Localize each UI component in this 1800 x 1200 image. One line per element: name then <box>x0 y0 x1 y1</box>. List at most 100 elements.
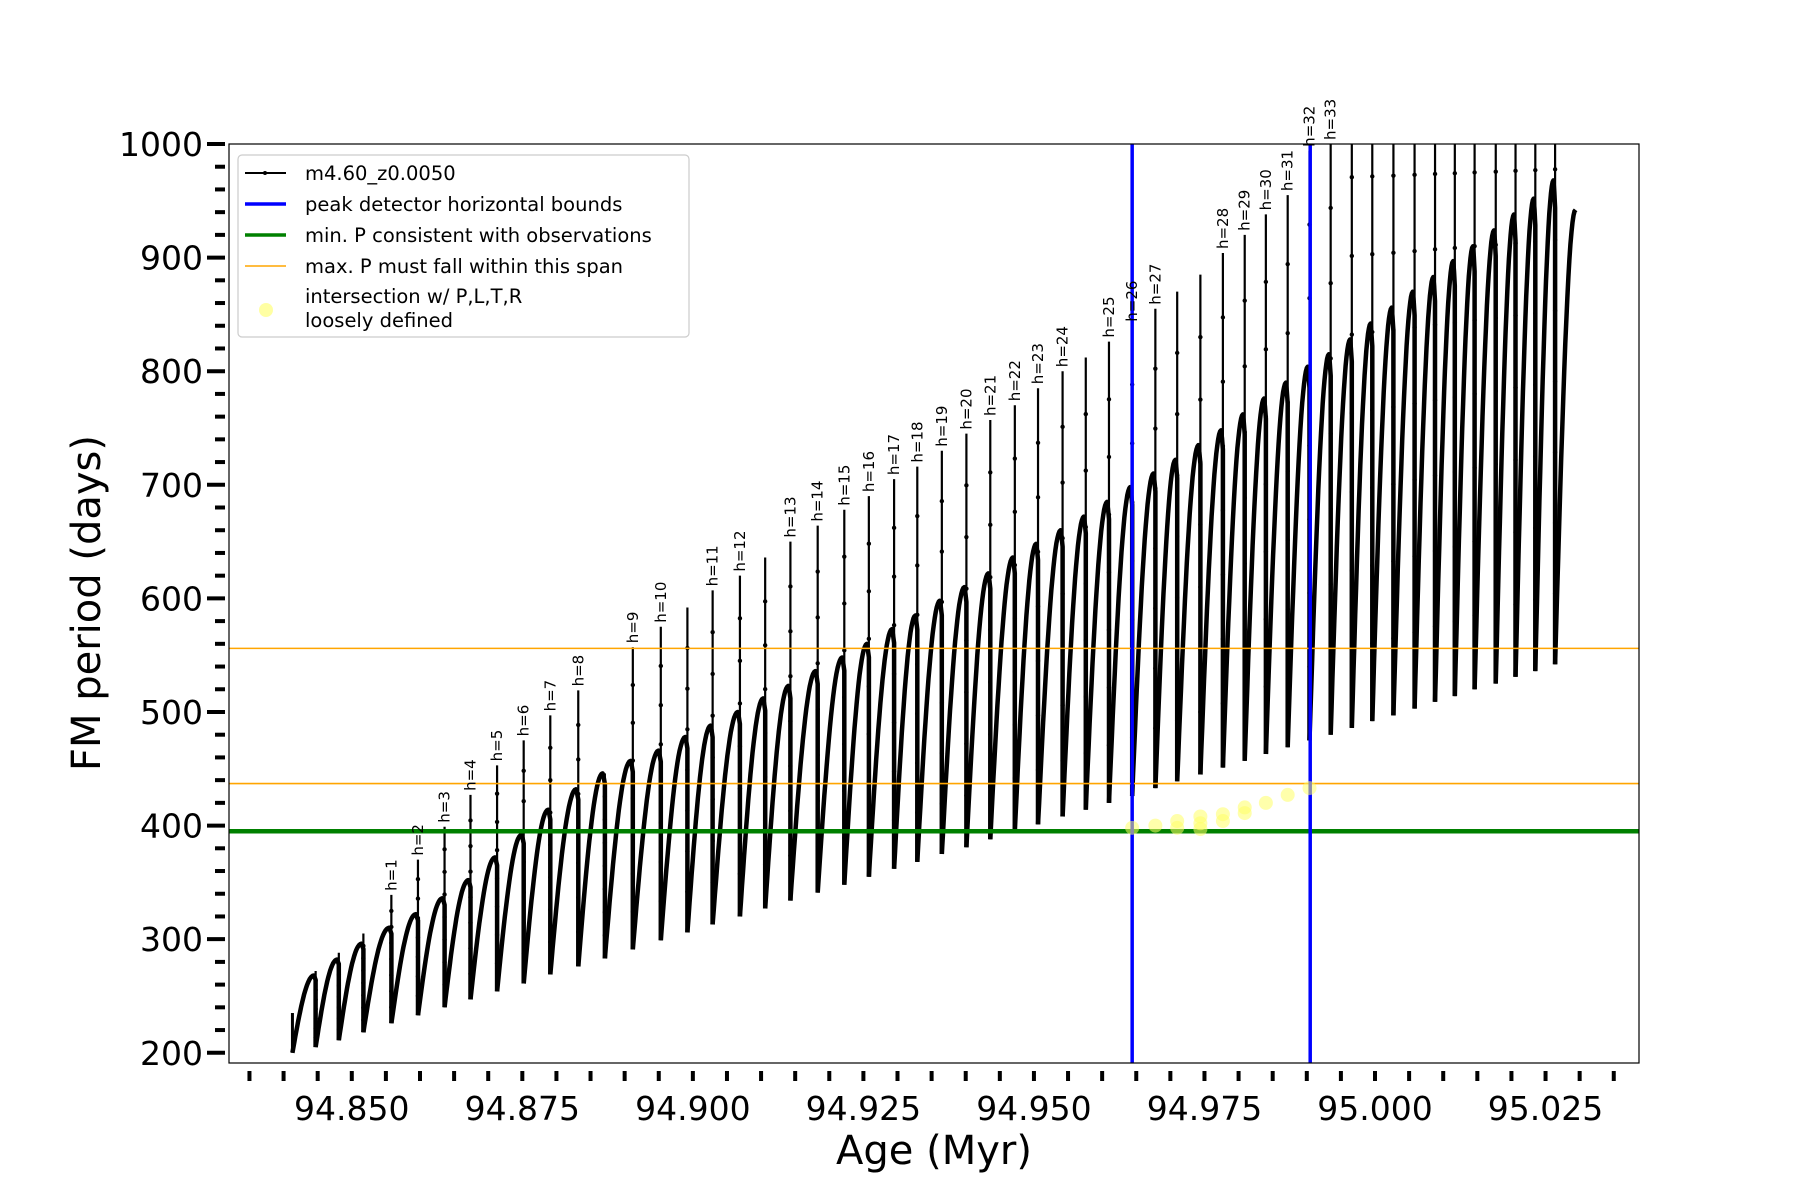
spike-marker <box>521 768 526 773</box>
spike-marker <box>891 671 897 677</box>
cycle-loop <box>576 771 608 967</box>
spike-marker <box>915 711 920 716</box>
spike-marker <box>442 959 447 965</box>
spike-marker <box>415 954 421 960</box>
spike-marker <box>1472 244 1477 249</box>
spike-marker <box>1035 549 1041 555</box>
spike-marker <box>1472 170 1477 175</box>
spike-marker <box>737 658 743 664</box>
spike-marker <box>494 904 500 909</box>
spike-marker <box>1035 495 1041 500</box>
spike-marker <box>1513 457 1518 463</box>
x-tick-label: 94.900 <box>635 1089 750 1128</box>
spike-marker <box>1370 174 1375 179</box>
spike-marker <box>1349 411 1355 416</box>
spike-marker <box>1391 558 1396 564</box>
cycle-loop <box>442 877 473 1008</box>
spike-marker <box>842 788 847 794</box>
spike-marker <box>1198 459 1203 465</box>
spike-marker <box>576 791 581 797</box>
spike-marker <box>361 980 366 986</box>
spike-marker <box>988 522 993 528</box>
harmonic-label: h=5 <box>488 730 506 762</box>
spike-marker <box>1285 261 1290 267</box>
intersection-point <box>1215 807 1230 822</box>
harmonic-label: h=19 <box>933 406 951 447</box>
spike-marker <box>548 842 553 848</box>
cycle-loop <box>1198 428 1226 775</box>
harmonic-label: h=25 <box>1100 296 1118 337</box>
intersection-point <box>1148 818 1163 833</box>
spike-marker <box>1349 253 1355 259</box>
spike-marker <box>1349 332 1355 337</box>
spike-marker <box>1263 347 1269 352</box>
spike-marker <box>1083 524 1088 530</box>
spike-marker <box>1391 404 1396 410</box>
intersection-points <box>1125 781 1317 836</box>
spike-marker <box>1432 247 1438 252</box>
spike-marker <box>1153 666 1158 671</box>
harmonic-label: h=23 <box>1029 343 1047 384</box>
cycle-loop <box>1328 337 1355 735</box>
spike-marker <box>788 718 793 724</box>
spike-marker <box>1242 627 1247 632</box>
spike-marker <box>576 860 581 866</box>
spike-marker <box>1328 356 1333 361</box>
spike-marker <box>1533 454 1538 459</box>
cycle-loop <box>762 683 793 909</box>
spike-marker <box>815 706 820 712</box>
data-layer <box>290 144 1578 1054</box>
cycle-loop <box>1370 305 1396 722</box>
spike-marker <box>1391 250 1396 255</box>
spike-marker <box>1263 279 1269 285</box>
spike-marker <box>1263 414 1269 419</box>
legend-yellow-marker <box>259 303 273 317</box>
spike-marker <box>1533 382 1538 388</box>
spike-marker <box>1153 546 1158 551</box>
intersection-point <box>1302 781 1317 796</box>
spike-marker <box>1513 313 1518 318</box>
spike-marker <box>1452 469 1458 475</box>
harmonic-label: h=11 <box>704 545 722 586</box>
intersection-point <box>1237 800 1252 815</box>
cycle-loop <box>1432 258 1458 702</box>
spike-marker <box>988 575 993 580</box>
harmonic-label: h=7 <box>541 680 559 712</box>
spike-marker <box>1472 539 1477 544</box>
y-tick-label: 900 <box>140 239 203 278</box>
spike-marker <box>964 638 969 643</box>
spike-marker <box>468 869 473 874</box>
spike-marker <box>1174 411 1180 417</box>
harmonic-label: h=14 <box>809 481 827 522</box>
spike-marker <box>1432 397 1438 403</box>
spike-marker <box>576 895 581 900</box>
spike-marker <box>842 554 847 559</box>
spike-marker <box>1220 636 1226 642</box>
spike-marker <box>494 847 500 853</box>
spike-marker <box>891 720 897 725</box>
cycle-loop <box>521 807 553 984</box>
spike-marker <box>1552 379 1558 384</box>
spike-marker <box>1012 562 1018 568</box>
spike-marker <box>1552 520 1558 526</box>
cycle-loop <box>1060 514 1089 817</box>
spike-marker <box>1153 486 1158 491</box>
harmonic-label: h=17 <box>885 434 903 475</box>
spike-marker <box>1285 606 1290 612</box>
spike-marker <box>891 623 897 628</box>
spike-marker <box>602 840 608 845</box>
spike-marker <box>866 779 872 784</box>
spike-marker <box>1472 317 1477 323</box>
spike-marker <box>1533 239 1538 244</box>
cycle-loop <box>815 655 847 893</box>
spike-marker <box>815 569 820 574</box>
harmonic-label: h=33 <box>1322 99 1340 140</box>
cycle-loop <box>468 855 500 1000</box>
y-tick-label: 400 <box>140 807 203 846</box>
spike-marker <box>788 763 793 769</box>
spike-marker <box>548 777 553 783</box>
spike-marker <box>1552 308 1558 313</box>
spike-marker <box>915 662 920 667</box>
spike-marker <box>762 686 768 692</box>
